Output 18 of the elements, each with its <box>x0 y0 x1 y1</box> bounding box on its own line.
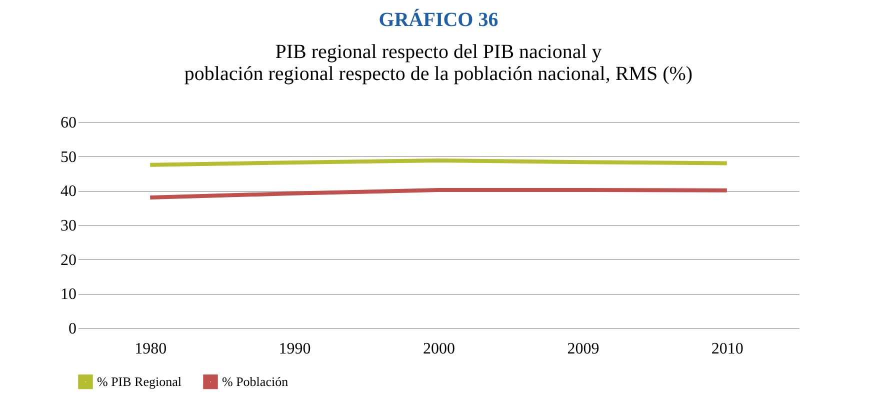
chart-title: GRÁFICO 36 <box>378 8 498 31</box>
x-tick-label: 1990 <box>278 340 311 358</box>
text: PIB regional respecto del PIB nacional y <box>275 41 602 63</box>
y-tick-label: 30 <box>60 218 76 234</box>
y-tick-label: 50 <box>60 148 76 166</box>
x-tick-label: 1980 <box>134 340 167 358</box>
x-tick-label: 2009 <box>567 340 600 358</box>
y-tick-label: 10 <box>60 286 76 304</box>
y-tick-label: 20 <box>60 252 76 269</box>
y-tick-label: 60 <box>60 114 76 132</box>
legend-label: % Población <box>222 374 289 389</box>
x-tick-label: 2000 <box>423 340 455 358</box>
y-tick-label: 40 <box>60 183 76 200</box>
y-tick-label: 0 <box>68 320 76 338</box>
x-tick-label: 2010 <box>711 340 744 358</box>
legend-label: % PIB Regional <box>97 374 182 389</box>
text: población regional respecto de la población nacional, RMS (%) <box>184 63 693 85</box>
line-series <box>148 188 729 200</box>
